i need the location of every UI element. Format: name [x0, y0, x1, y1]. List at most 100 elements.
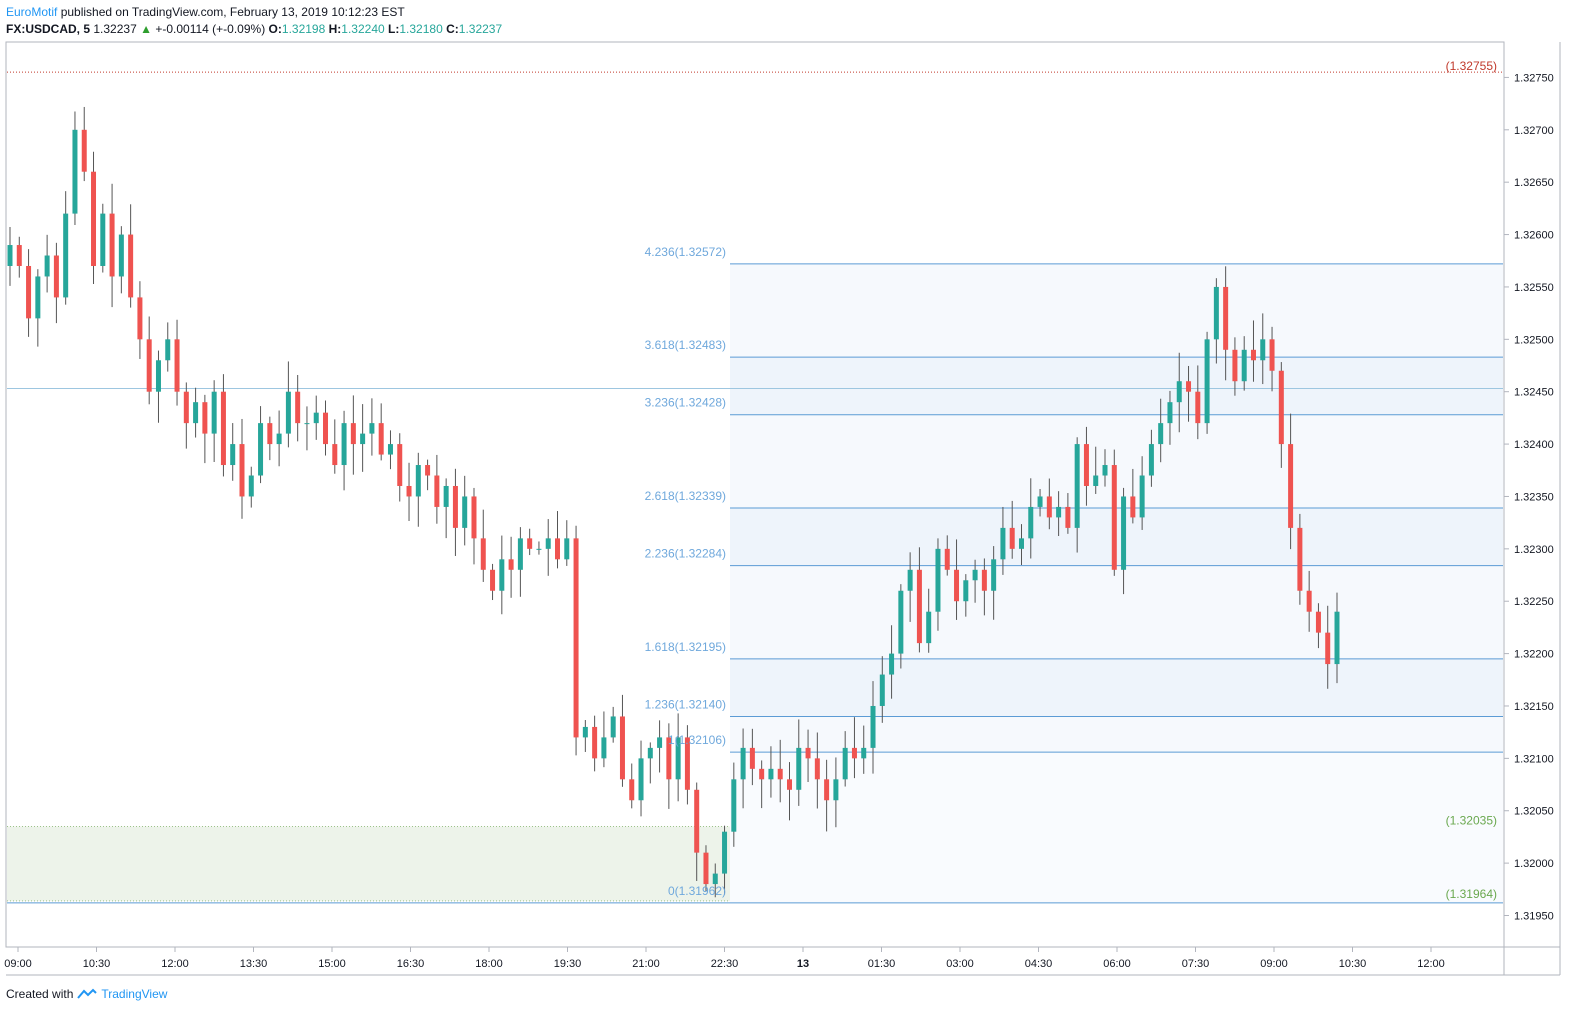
candle-body: [248, 475, 254, 497]
candle-body: [109, 213, 115, 277]
candle-body: [833, 779, 839, 801]
candle-body: [267, 423, 273, 445]
low-value: 1.32180: [399, 22, 443, 36]
fib-level-label: 1.618(1.32195): [645, 640, 726, 654]
fib-level-label: 3.236(1.32428): [645, 396, 726, 410]
candle-body: [350, 423, 356, 445]
candle-body: [72, 129, 78, 214]
candle-body: [991, 559, 997, 591]
x-tick-label: 03:00: [946, 958, 974, 970]
candle-body: [155, 360, 161, 392]
candle-body: [851, 747, 857, 759]
y-tick-label: 1.32300: [1514, 544, 1554, 556]
candle-body: [443, 485, 449, 507]
candle-body: [434, 475, 440, 507]
y-tick-label: 1.32600: [1514, 230, 1554, 242]
candle-body: [128, 234, 134, 298]
candle-body: [814, 758, 820, 780]
candle-body: [1158, 423, 1164, 445]
candle-body: [527, 538, 533, 549]
candle-body: [582, 726, 588, 738]
price-axis[interactable]: 1.31950 1.32000 1.32050 1.32100 1.32150 1.322…: [1504, 72, 1554, 923]
candle-body: [722, 831, 728, 874]
candle-body: [295, 391, 301, 424]
candle-body: [907, 569, 913, 591]
x-tick-label: 07:30: [1182, 958, 1210, 970]
candle-body: [304, 423, 310, 425]
y-tick-label: 1.32750: [1514, 72, 1554, 84]
candle-body: [471, 496, 477, 539]
candle-body: [1074, 444, 1080, 528]
candle-body: [480, 538, 486, 570]
level-labels-layer: 4.236(1.32572) 3.618(1.32483) 3.236(1.3242…: [645, 59, 1497, 901]
candle-body: [369, 423, 375, 434]
candle-body: [16, 245, 22, 266]
open-value: 1.32198: [281, 22, 326, 36]
candle-body: [805, 747, 811, 759]
candle-body: [545, 538, 551, 549]
tradingview-logo-icon: [77, 988, 98, 999]
close-label: C:: [446, 22, 459, 36]
candle-body: [1195, 391, 1201, 424]
candle-body: [1306, 590, 1312, 612]
candle-body: [898, 590, 904, 654]
candle-body: [786, 779, 792, 790]
candle-body: [1325, 632, 1331, 665]
tradingview-link[interactable]: TradingView: [101, 987, 168, 1001]
x-tick-label: 21:00: [632, 958, 660, 970]
fib-level-label: 3.618(1.32483): [645, 338, 726, 352]
candle-body: [452, 485, 458, 528]
zone-upper-label: (1.32035): [1446, 813, 1497, 827]
candle-body: [694, 789, 700, 853]
candle-body: [963, 580, 969, 602]
candle-body: [1065, 506, 1071, 528]
candle-body: [768, 768, 774, 780]
candle-body: [53, 255, 59, 298]
fib-band: [730, 565, 1503, 659]
candle-body: [258, 423, 264, 476]
top-level-label: (1.32755): [1446, 59, 1497, 73]
candle-body: [740, 747, 746, 780]
x-tick-label: 15:00: [318, 958, 346, 970]
y-tick-label: 1.32700: [1514, 125, 1554, 137]
candle-body: [341, 423, 347, 466]
candle-body: [81, 129, 87, 172]
fib-level-label: 1(1.32106): [668, 733, 726, 747]
candles-layer: [7, 106, 1340, 898]
candle-body: [91, 171, 97, 266]
candle-body: [7, 245, 13, 266]
candle-body: [1167, 402, 1173, 424]
candle-body: [1121, 496, 1127, 570]
candle-body: [26, 265, 32, 319]
candle-body: [499, 559, 505, 591]
candle-body: [926, 611, 932, 644]
fib-band: [730, 716, 1503, 753]
close-value: 1.32237: [458, 22, 503, 36]
y-tick-label: 1.32350: [1514, 491, 1554, 503]
time-axis[interactable]: 09:00 10:30 12:00 13:30 15:00 16:30 18:00 19:30…: [4, 947, 1445, 970]
candle-body: [425, 465, 431, 476]
candle-body: [954, 569, 960, 602]
candle-body: [777, 768, 783, 780]
candle-body: [1288, 444, 1294, 528]
candle-body: [657, 737, 663, 748]
published-text: published on TradingView.com, February 1…: [60, 5, 405, 19]
candle-body: [564, 538, 570, 560]
symbol-info-line: FX:USDCAD, 5 1.32237 ▲ +-0.00114 (+-0.09…: [6, 22, 503, 36]
publisher-line: EuroMotif published on TradingView.com, …: [6, 5, 405, 19]
candle-body: [220, 391, 226, 466]
x-tick-label: 18:00: [475, 958, 503, 970]
candle-body: [981, 569, 987, 591]
candle-body: [313, 412, 319, 424]
fib-level-label: 1.236(1.32140): [645, 697, 726, 711]
y-tick-label: 1.32000: [1514, 858, 1554, 870]
x-tick-label: 22:30: [711, 958, 739, 970]
x-tick-label: 10:30: [1339, 958, 1367, 970]
fib-fill-layer: [730, 263, 1503, 903]
author-link[interactable]: EuroMotif: [6, 5, 58, 19]
candle-body: [1009, 527, 1015, 549]
candle-body: [703, 852, 709, 885]
candle-body: [638, 758, 644, 801]
levels-layer: [7, 71, 1503, 904]
